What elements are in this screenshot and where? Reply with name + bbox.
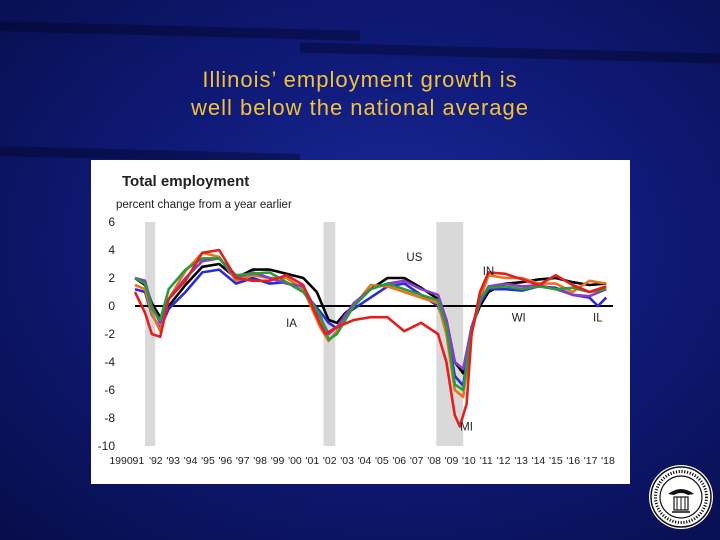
series-line-mi	[133, 248, 607, 428]
y-tick-label: -8	[104, 411, 115, 425]
y-tick-label: -4	[104, 355, 115, 369]
x-tick-label: '18	[601, 455, 615, 467]
series-line-us	[134, 262, 607, 375]
x-tick-label: '00	[288, 455, 302, 467]
chart-panel: 6 4 2 0 -2 -4 -6 -8 -10 1990 91'92'93'94'95'96'97 '…	[91, 160, 630, 484]
slide-title-line2: well below the national average	[191, 95, 529, 120]
series-line-wi	[134, 257, 607, 392]
annotation-mi: MI	[460, 422, 473, 434]
y-tick-label: -6	[104, 383, 115, 397]
background-streak	[0, 21, 361, 41]
annotation-us: US	[406, 252, 422, 264]
annotation-ia: IA	[286, 318, 297, 330]
x-tick-label: '01	[305, 455, 319, 467]
x-tick-label: '15	[549, 455, 563, 467]
series-line-in	[134, 251, 607, 399]
y-tick-label: 0	[108, 299, 115, 313]
annotation-il: IL	[593, 312, 603, 324]
federal-reserve-seal-icon	[649, 465, 713, 529]
x-tick-label: '92	[149, 455, 163, 467]
x-tick-label: '13	[514, 455, 528, 467]
x-tick-label: '96	[219, 455, 233, 467]
x-tick-label: '93	[166, 455, 180, 467]
x-tick-label: '09	[445, 455, 459, 467]
slide-title: Illinois’ employment growth is well belo…	[0, 66, 720, 122]
y-tick-label: -10	[98, 439, 116, 453]
x-tick-label: '14	[532, 455, 546, 467]
y-tick-label: 2	[108, 271, 115, 285]
series-line-il	[134, 268, 608, 388]
x-tick-label: '97	[236, 455, 250, 467]
x-tick-label: '08	[427, 455, 441, 467]
x-tick-label: '12	[497, 455, 511, 467]
chart-title: Total employment	[122, 173, 249, 190]
series-line-ia	[134, 257, 607, 371]
x-tick-label: '94	[184, 455, 198, 467]
x-tick-label: '03	[340, 455, 354, 467]
x-tick-label: '06	[392, 455, 406, 467]
annotation-wi: WI	[512, 312, 526, 324]
y-tick-label: 4	[108, 243, 115, 257]
x-tick-label: '11	[480, 455, 493, 467]
slide-title-line1: Illinois’ employment growth is	[202, 67, 518, 92]
y-axis-label: percent change from a year earlier	[116, 199, 292, 211]
x-tick-label: '02	[323, 455, 337, 467]
x-tick-label: 91	[133, 455, 145, 467]
annotation-in: IN	[483, 266, 495, 278]
y-tick-label: -2	[104, 327, 115, 341]
recession-band	[145, 222, 156, 446]
x-tick-label: '17	[584, 455, 598, 467]
background-streak	[299, 42, 720, 64]
x-tick-label: '98	[253, 455, 267, 467]
x-tick-label: '99	[271, 455, 285, 467]
x-tick-label: '16	[566, 455, 580, 467]
y-tick-label: 6	[108, 215, 115, 229]
x-tick-label: '95	[201, 455, 215, 467]
series-lines	[133, 248, 608, 428]
x-tick-label: '07	[410, 455, 424, 467]
x-tick-label: 1990	[109, 455, 133, 467]
x-tick-label: '04	[358, 455, 372, 467]
x-tick-label: '10	[462, 455, 476, 467]
x-tick-label: '05	[375, 455, 389, 467]
